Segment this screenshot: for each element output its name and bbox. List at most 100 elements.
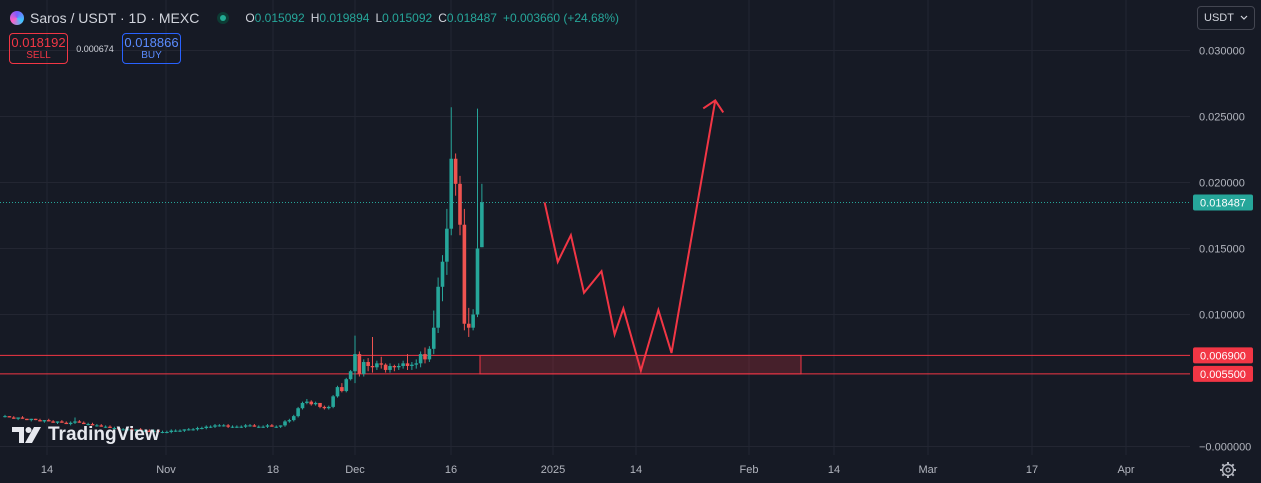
candle (291, 414, 296, 422)
time-tick-label: Dec (345, 464, 365, 476)
candle (480, 183, 484, 248)
candle-body (208, 426, 213, 428)
candle (471, 309, 475, 331)
candle (121, 428, 125, 431)
candle-body (256, 426, 261, 428)
candle (445, 208, 449, 275)
candle (261, 425, 265, 429)
candle-body (195, 428, 200, 430)
candle-body (86, 424, 90, 426)
candle (221, 424, 226, 427)
candle-body (300, 402, 305, 409)
candle (453, 153, 458, 196)
gear-icon[interactable] (1219, 461, 1237, 479)
candle (29, 418, 34, 422)
currency-selector[interactable]: USDT (1197, 6, 1255, 30)
candle-body (475, 248, 480, 315)
symbol-title[interactable]: Saros / USDT · 1D · MEXC (30, 10, 200, 26)
candle-body (77, 421, 82, 423)
candle-body (103, 426, 108, 428)
candle-body (331, 396, 335, 407)
candle (138, 428, 143, 431)
candle-body (138, 429, 143, 431)
candle (388, 363, 392, 373)
candle (313, 401, 318, 406)
candle-body (392, 365, 397, 368)
tradingview-logo-text: TradingView (48, 424, 160, 445)
candle-body (178, 430, 182, 432)
candle (252, 424, 257, 427)
candle-body (73, 421, 77, 423)
candle (383, 363, 388, 373)
candle (151, 429, 156, 434)
candle (449, 107, 454, 236)
candle-body (305, 401, 309, 403)
candle-body (3, 416, 7, 418)
candle (322, 405, 327, 410)
candle (3, 414, 7, 418)
sell-label: SELL (26, 49, 51, 61)
time-tick-label: Mar (919, 464, 938, 476)
candle-body (134, 429, 139, 431)
time-tick-label: Apr (1117, 464, 1134, 476)
candle-body (340, 387, 344, 392)
candle-body (453, 158, 458, 184)
candle (309, 400, 314, 406)
grid (0, 0, 1190, 455)
zone-top-label: 0.006900 (1193, 347, 1253, 364)
candle-body (160, 431, 165, 433)
candle (335, 385, 340, 398)
candle (200, 426, 204, 430)
candle-body (326, 406, 331, 409)
candle (423, 347, 427, 364)
candle (186, 428, 191, 431)
candle (361, 359, 366, 377)
candle-body (213, 425, 217, 427)
price-tick-label: 0.030000 (1199, 46, 1245, 58)
candle-body (309, 401, 314, 405)
candle (318, 402, 322, 409)
price-axis[interactable]: 0.030000 0.025000 0.020000 0.015000 0.010000… (1199, 46, 1251, 454)
candle (90, 422, 95, 426)
candle (274, 425, 279, 429)
tradingview-logo[interactable]: TradingView (12, 424, 160, 446)
candle (95, 424, 99, 427)
candle-body (151, 430, 156, 432)
candle (86, 422, 90, 426)
price-tick-label: 0.015000 (1199, 244, 1245, 256)
trade-panel: 0.018192 SELL 0.000674 0.018866 BUY (9, 33, 181, 64)
sell-button[interactable]: 0.018192 SELL (9, 33, 68, 64)
candle-body (344, 379, 349, 392)
candle-body (226, 425, 230, 427)
candle (33, 418, 38, 421)
candle (134, 429, 139, 432)
time-tick-label: 16 (445, 464, 457, 476)
candle (239, 425, 244, 429)
candle (431, 310, 436, 355)
candle (278, 425, 283, 429)
candle-body (95, 425, 99, 427)
candle-body (270, 425, 274, 427)
candle (173, 429, 178, 432)
time-axis[interactable]: 14 Nov 18 Dec 16 2025 14 Feb 14 Mar 17 Apr (41, 464, 1135, 476)
candle (73, 417, 77, 425)
candle (46, 418, 51, 422)
candle (68, 421, 73, 426)
candle (99, 424, 104, 427)
candle-body (169, 430, 174, 432)
currency-label: USDT (1204, 12, 1234, 24)
candle-body (401, 363, 405, 366)
candle (130, 428, 134, 431)
candle (265, 424, 270, 429)
candle (366, 358, 370, 372)
candle-body (370, 365, 375, 368)
last-price-text: 0.018487 (1200, 197, 1246, 209)
time-tick-label: 14 (41, 464, 53, 476)
candle-body (348, 371, 353, 380)
candle (226, 424, 230, 429)
candle (248, 424, 252, 427)
candle (55, 421, 60, 425)
buy-button[interactable]: 0.018866 BUY (122, 33, 181, 64)
ohlc-change: +0.003660 (+24.68%) (502, 11, 620, 25)
